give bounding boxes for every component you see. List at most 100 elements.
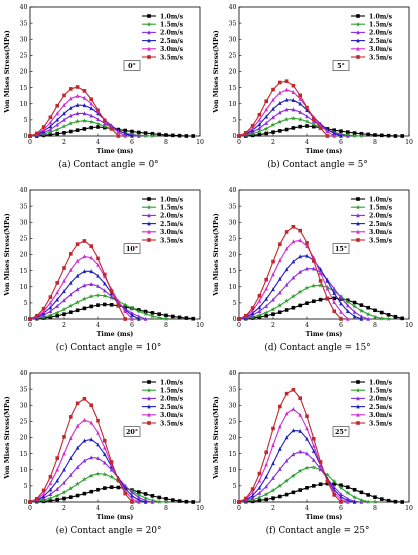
- data-point: [305, 253, 309, 258]
- legend-label: 3.5m/s: [160, 420, 184, 427]
- data-point: ★: [136, 491, 142, 499]
- y-tick-label: 10: [20, 101, 28, 108]
- x-tick-label: 2: [62, 505, 66, 512]
- data-point: [339, 500, 343, 504]
- data-point: ★: [277, 302, 283, 310]
- data-point: [264, 497, 268, 502]
- data-point: [55, 297, 59, 302]
- data-point: ★: [352, 303, 358, 311]
- data-point: [325, 296, 330, 301]
- angle-label: 20°: [126, 428, 138, 436]
- legend-entry: ★ 1.5m/s: [142, 20, 184, 29]
- data-point: [130, 312, 134, 317]
- data-point: [346, 316, 350, 321]
- data-point: [264, 107, 268, 112]
- legend-label: 3.0m/s: [160, 412, 184, 419]
- data-point: [400, 500, 404, 504]
- data-point: [325, 479, 330, 484]
- data-point: [386, 498, 391, 503]
- data-point: [257, 122, 262, 127]
- legend-label: 2.5m/s: [160, 404, 184, 411]
- legend-label: 1.0m/s: [160, 196, 184, 203]
- data-point: ★: [68, 302, 74, 310]
- data-point: [130, 496, 134, 501]
- data-point: [264, 313, 268, 318]
- data-point: [171, 133, 175, 138]
- data-point: [257, 490, 262, 495]
- data-point: ★: [270, 121, 276, 129]
- data-point: [55, 456, 59, 460]
- legend-entry: 3.5m/s: [142, 54, 184, 61]
- data-point: ★: [297, 115, 303, 123]
- data-point: [278, 446, 282, 451]
- series-line: [238, 268, 369, 320]
- data-point: [346, 298, 350, 303]
- data-point: [356, 197, 360, 201]
- data-point: [89, 437, 93, 442]
- data-point: [82, 397, 87, 401]
- data-point: [69, 87, 73, 91]
- series-line: [238, 284, 389, 320]
- data-point: [48, 124, 53, 129]
- legend-entry: 2.5m/s: [351, 38, 393, 45]
- legend-entry: ★ 1.5m/s: [351, 203, 393, 212]
- x-axis-label: Time (ms): [97, 330, 134, 338]
- data-point: [62, 266, 66, 270]
- y-tick-label: 35: [20, 386, 28, 393]
- x-axis-label: Time (ms): [306, 147, 343, 155]
- data-point: [35, 131, 39, 136]
- data-point: ★: [372, 498, 378, 506]
- data-point: ★: [263, 490, 269, 498]
- x-tick-label: 2: [271, 322, 275, 329]
- data-point: ★: [163, 315, 169, 323]
- data-point: [291, 83, 296, 88]
- data-point: [264, 120, 268, 125]
- y-tick-label: 5: [233, 483, 237, 490]
- legend-entry: 1.0m/s: [142, 196, 184, 203]
- data-point: [271, 443, 275, 448]
- data-point: [184, 499, 189, 504]
- panel-caption: (f) Contact angle = 25°: [266, 525, 370, 536]
- legend-label: 2.0m/s: [160, 213, 184, 220]
- data-point: ★: [156, 498, 162, 506]
- data-point: [96, 125, 100, 129]
- data-point: [380, 310, 384, 315]
- data-point: ★: [250, 496, 256, 504]
- data-point: [137, 314, 141, 319]
- data-point: [55, 117, 59, 122]
- data-point: [271, 87, 275, 92]
- data-point: [356, 412, 360, 417]
- data-point: [147, 229, 151, 234]
- data-point: [332, 309, 336, 314]
- legend-label: 3.0m/s: [160, 46, 184, 53]
- data-point: ★: [81, 117, 87, 125]
- data-point: [109, 303, 114, 307]
- data-point: ★: [122, 301, 128, 309]
- data-point: [305, 426, 309, 431]
- data-point: [130, 129, 134, 134]
- y-tick-label: 40: [20, 187, 28, 194]
- data-point: [278, 424, 282, 429]
- x-tick-label: 10: [196, 505, 204, 512]
- data-point: [48, 315, 53, 319]
- data-point: [250, 126, 255, 131]
- y-tick-label: 25: [20, 419, 28, 426]
- x-tick-label: 4: [96, 505, 100, 512]
- data-point: [305, 105, 309, 110]
- data-point: [62, 102, 66, 107]
- data-point: [332, 131, 336, 136]
- data-point: [284, 435, 289, 440]
- data-point: [109, 460, 114, 464]
- legend-entry: 2.5m/s: [142, 38, 184, 45]
- data-point: [312, 117, 316, 122]
- data-point: [55, 497, 59, 502]
- data-point: [291, 224, 296, 229]
- y-tick-label: 40: [229, 187, 237, 194]
- legend-entry: ★ 1.5m/s: [351, 20, 393, 29]
- data-point: [89, 113, 93, 118]
- data-point: [116, 303, 121, 308]
- x-tick-label: 4: [305, 322, 309, 329]
- series-line: [29, 104, 133, 137]
- y-tick-label: 20: [229, 69, 237, 76]
- data-point: ★: [163, 498, 169, 506]
